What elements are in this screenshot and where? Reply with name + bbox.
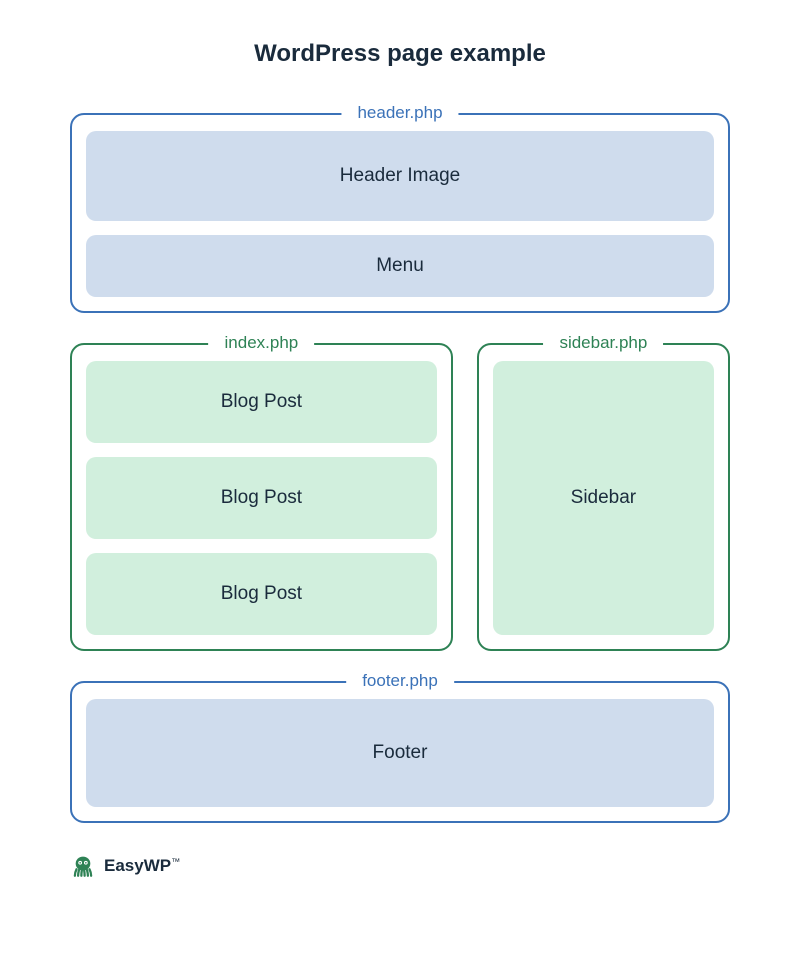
middle-row: index.php Blog Post Blog Post Blog Post …: [70, 343, 730, 651]
footer-file-label: footer.php: [346, 671, 454, 691]
footer-block: Footer: [86, 699, 714, 807]
menu-block: Menu: [86, 235, 714, 297]
sidebar-block: Sidebar: [493, 361, 714, 635]
index-file-label: index.php: [209, 333, 315, 353]
blog-post-block: Blog Post: [86, 553, 437, 635]
blog-post-block: Blog Post: [86, 457, 437, 539]
header-php-section: header.php Header Image Menu: [70, 113, 730, 313]
header-image-block: Header Image: [86, 131, 714, 221]
footer-php-section: footer.php Footer: [70, 681, 730, 823]
branding: EasyWP™: [70, 853, 730, 879]
sidebar-php-section: sidebar.php Sidebar: [477, 343, 730, 651]
brand-tm: ™: [171, 856, 180, 866]
easywp-logo-icon: [70, 853, 96, 879]
page-title: WordPress page example: [70, 40, 730, 68]
brand-name: EasyWP™: [104, 856, 180, 876]
brand-name-text: EasyWP: [104, 856, 171, 875]
header-file-label: header.php: [341, 103, 458, 123]
index-php-section: index.php Blog Post Blog Post Blog Post: [70, 343, 453, 651]
sidebar-file-label: sidebar.php: [543, 333, 663, 353]
blog-post-block: Blog Post: [86, 361, 437, 443]
